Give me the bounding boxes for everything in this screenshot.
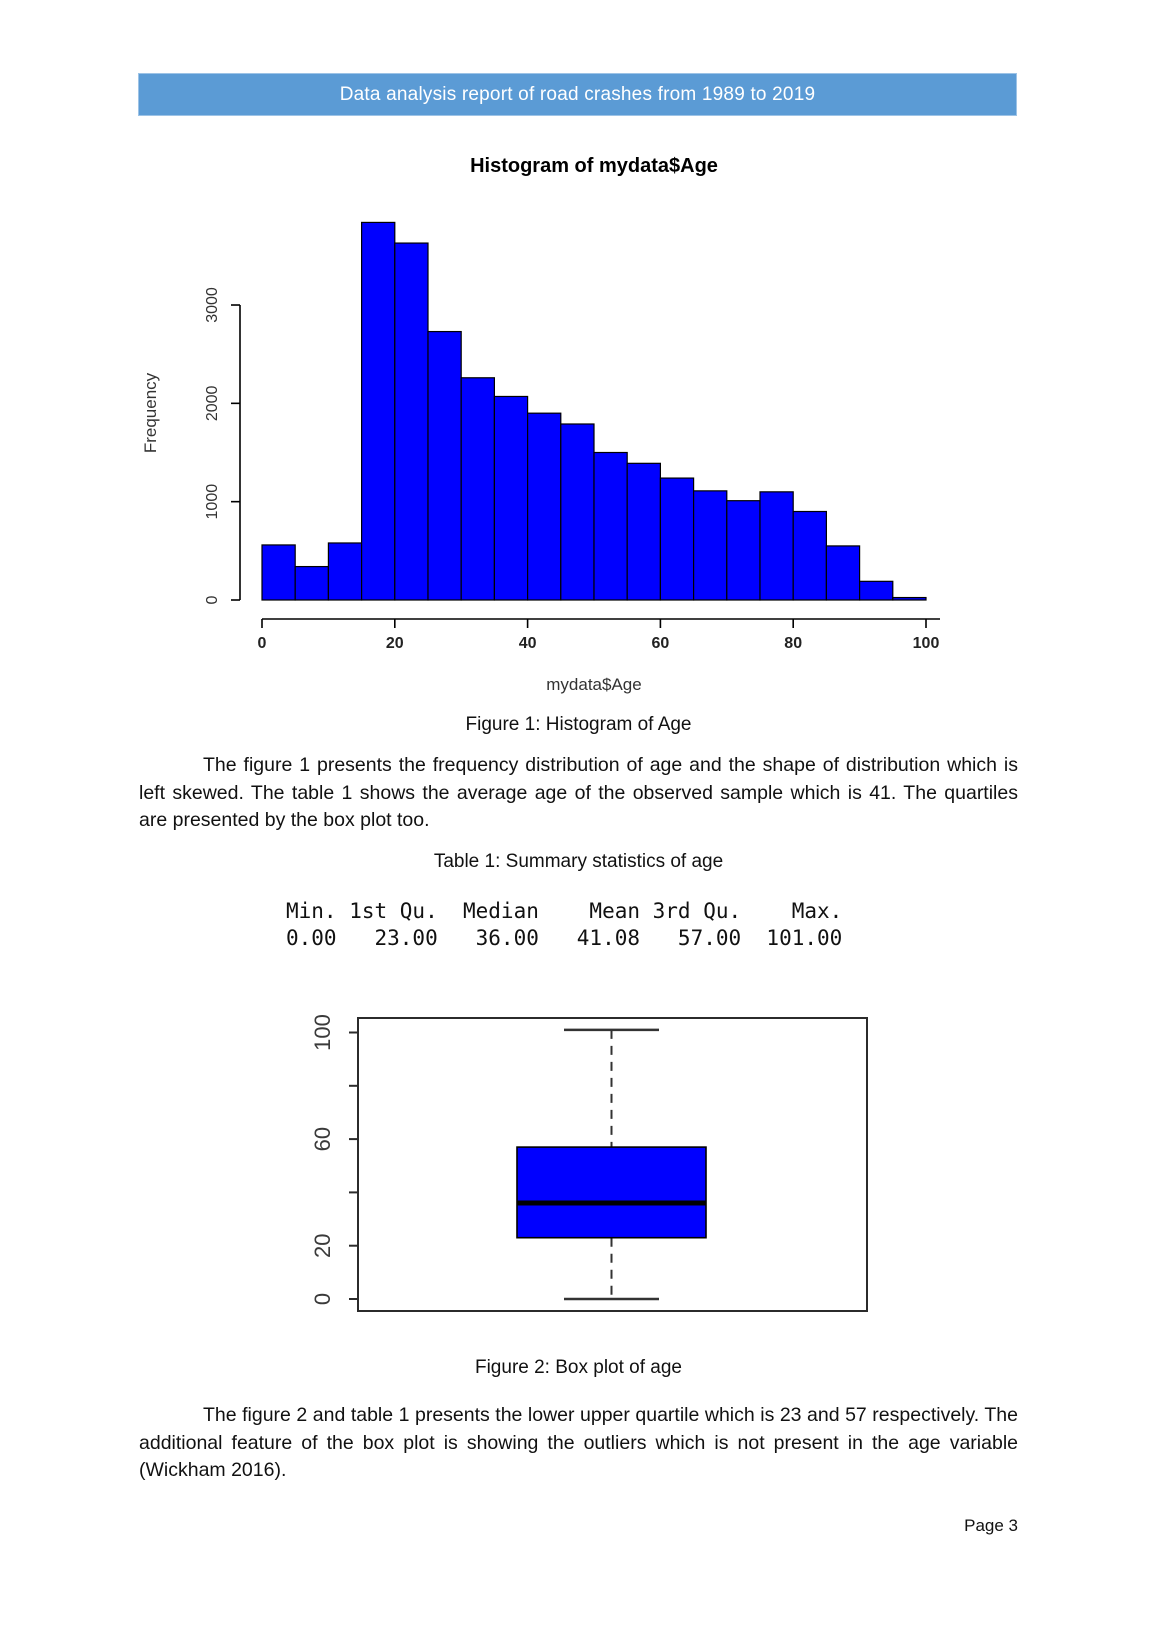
y-tick-label: 1000 bbox=[204, 484, 221, 520]
x-axis-title: mydata$Age bbox=[546, 675, 641, 694]
y-tick-label: 100 bbox=[310, 1014, 335, 1051]
histogram-bar bbox=[892, 596, 927, 601]
report-title: Data analysis report of road crashes fro… bbox=[339, 83, 816, 105]
histogram-bar bbox=[261, 544, 296, 601]
summary-stats-values: 0.00 23.00 36.00 41.08 57.00 101.00 bbox=[286, 926, 843, 950]
y-tick-label: 60 bbox=[310, 1127, 335, 1151]
histogram-bar bbox=[493, 395, 529, 601]
x-tick-label: 0 bbox=[258, 635, 267, 652]
histogram-bar bbox=[858, 580, 894, 601]
y-tick-label: 3000 bbox=[204, 287, 221, 323]
histogram-bar bbox=[294, 565, 329, 601]
histogram-bar bbox=[327, 542, 363, 601]
histogram-bar bbox=[792, 510, 828, 601]
y-tick-label: 0 bbox=[204, 595, 221, 604]
histogram-bar bbox=[726, 500, 761, 601]
x-tick-label: 60 bbox=[652, 635, 670, 652]
paragraph-2: The figure 2 and table 1 presents the lo… bbox=[139, 1404, 1018, 1481]
histogram-chart: Histogram of mydata$Age0100020003000Freq… bbox=[141, 155, 940, 694]
x-tick-label: 40 bbox=[519, 635, 537, 652]
histogram-bar bbox=[626, 462, 662, 601]
page-number: Page 3 bbox=[964, 1516, 1018, 1535]
histogram-bar bbox=[427, 330, 462, 601]
chart-title: Histogram of mydata$Age bbox=[470, 155, 718, 177]
report-header-bar: Data analysis report of road crashes fro… bbox=[138, 73, 1017, 116]
summary-stats-header: Min. 1st Qu. Median Mean 3rd Qu. Max. bbox=[286, 899, 843, 923]
y-tick-label: 2000 bbox=[204, 385, 221, 421]
histogram-bar bbox=[527, 412, 562, 601]
summary-stats-table: Min. 1st Qu. Median Mean 3rd Qu. Max. 0.0… bbox=[286, 898, 842, 952]
iqr-box bbox=[516, 1146, 707, 1239]
histogram-bar bbox=[361, 221, 396, 601]
x-tick-label: 80 bbox=[784, 635, 802, 652]
histogram-bar bbox=[560, 423, 595, 601]
histogram-bar bbox=[825, 545, 861, 601]
histogram-bar bbox=[593, 451, 628, 601]
y-tick-label: 0 bbox=[310, 1293, 335, 1305]
y-tick-label: 20 bbox=[310, 1233, 335, 1257]
y-axis-title: Frequency bbox=[141, 372, 160, 453]
figure2-caption: Figure 2: Box plot of age bbox=[474, 1357, 682, 1378]
boxplot-chart: 0 20 60 100 bbox=[310, 1014, 868, 1312]
paragraph-1: The figure 1 presents the frequency dist… bbox=[139, 754, 1018, 831]
table1-caption: Table 1: Summary statistics of age bbox=[433, 851, 724, 872]
histogram-bar bbox=[659, 477, 695, 601]
figure1-caption: Figure 1: Histogram of Age bbox=[465, 714, 692, 735]
histogram-bar bbox=[759, 491, 794, 601]
plot-frame bbox=[357, 1017, 868, 1312]
histogram-bar bbox=[460, 377, 496, 601]
histogram-bar bbox=[692, 490, 728, 601]
histogram-bar bbox=[394, 242, 429, 601]
x-tick-label: 20 bbox=[386, 635, 404, 652]
x-tick-label: 100 bbox=[913, 635, 940, 652]
